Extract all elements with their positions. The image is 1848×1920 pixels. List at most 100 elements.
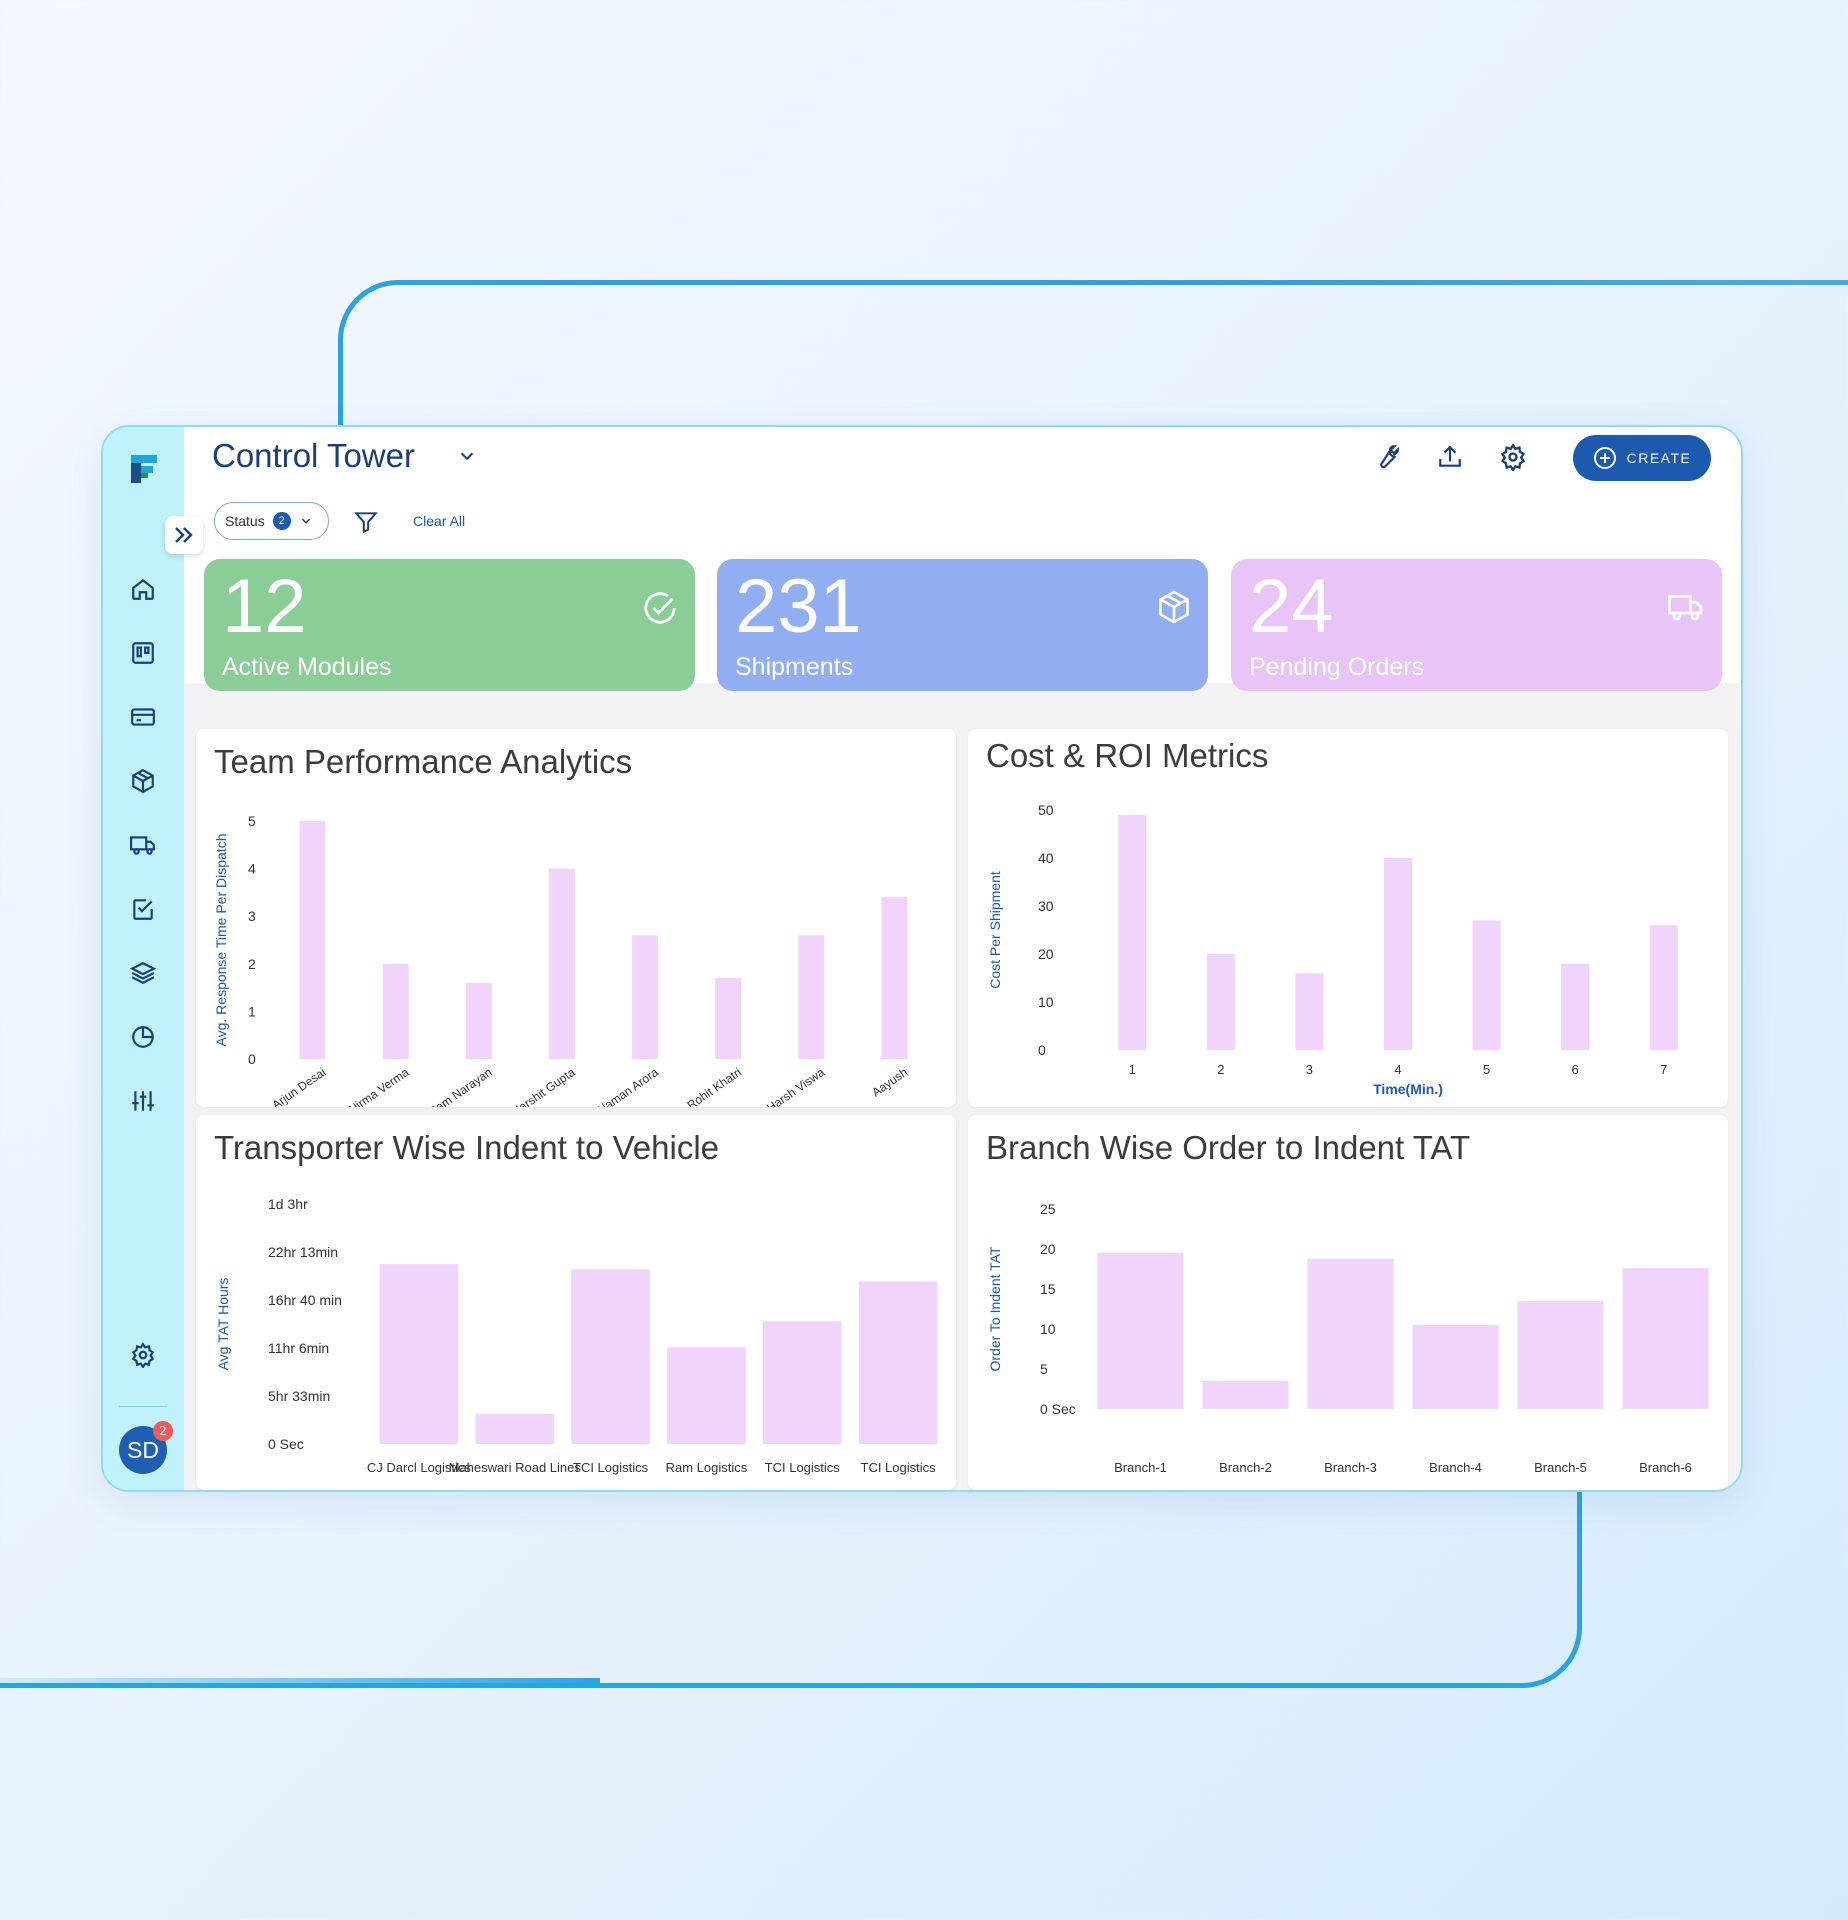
create-button-label: CREATE	[1626, 450, 1692, 466]
title-dropdown-chevron-icon[interactable]	[456, 445, 478, 471]
x-tick-label: Harsh Viswa	[764, 1065, 827, 1107]
x-tick-label: 5	[1483, 1062, 1490, 1077]
kpi-value: 231	[735, 564, 862, 649]
team-performance-chart: 0 1 2 3 4 5 Avg. Response Time Per Dispatch Arj…	[213, 813, 910, 1107]
decorative-frame-line-top	[338, 280, 1848, 435]
x-tick-label: 7	[1660, 1062, 1667, 1077]
chart-bar	[1412, 1325, 1499, 1409]
y-tick-label: 5	[248, 813, 256, 829]
y-tick-label: 1	[248, 1003, 256, 1019]
filter-icon[interactable]	[352, 509, 380, 539]
y-tick-label: 10	[1040, 1321, 1056, 1337]
x-tick-label: Ram Narayan	[426, 1065, 495, 1107]
main-content: Control Tower CREATE Status 2	[184, 427, 1741, 1490]
plus-circle-icon	[1593, 447, 1616, 469]
chart-bar	[1206, 954, 1235, 1050]
create-button[interactable]: CREATE	[1573, 435, 1711, 481]
nav-home-icon[interactable]	[121, 567, 165, 611]
y-tick-label: 0	[248, 1051, 256, 1067]
cost-roi-chart: 0 10 20 30 40 50 Cost Per Shipment 1 2 3 4 5 6 7 Time(…	[987, 802, 1678, 1097]
brand-logo-icon[interactable]	[125, 449, 165, 489]
nav-board-icon[interactable]	[121, 631, 165, 675]
y-axis-label: Order To Indent TAT	[987, 1246, 1003, 1371]
x-tick-label: Arjun Desai	[269, 1065, 328, 1107]
x-tick-label: 4	[1394, 1062, 1401, 1077]
x-tick-label: 1	[1129, 1062, 1136, 1077]
branch-tat-chart: 0 Sec 5 10 15 20 25 Order To Indent TAT Branch-…	[987, 1201, 1709, 1475]
notification-badge: 2	[153, 1421, 173, 1441]
y-tick-label: 0	[1038, 1042, 1046, 1058]
x-tick-label: Ram Logistics	[666, 1460, 748, 1475]
team-performance-card: Team Performance Analytics 0 1 2 3 4 5 Avg. Re…	[196, 729, 956, 1107]
nav-truck-icon[interactable]	[121, 823, 165, 867]
chart-bar	[1295, 973, 1324, 1050]
kpi-card-pending-orders[interactable]: 24 Pending Orders	[1231, 559, 1722, 691]
truck-icon	[1666, 589, 1706, 630]
chart-bar	[548, 868, 575, 1059]
chart-bar	[1622, 1268, 1709, 1409]
x-tick-label: Branch-5	[1534, 1460, 1587, 1475]
chart-bar	[1517, 1301, 1604, 1409]
y-tick-label: 5hr 33min	[268, 1388, 330, 1404]
nav-card-icon[interactable]	[121, 695, 165, 739]
status-filter-chip[interactable]: Status 2	[214, 502, 329, 540]
nav-pie-chart-icon[interactable]	[121, 1015, 165, 1059]
y-axis-label: Cost Per Shipment	[987, 871, 1003, 989]
nav-package-icon[interactable]	[121, 759, 165, 803]
kpi-label: Active Modules	[222, 653, 392, 681]
y-tick-label: 30	[1038, 898, 1054, 914]
chart-bar	[1384, 858, 1412, 1050]
nav-settings-icon[interactable]	[121, 1333, 165, 1377]
y-tick-label: 0 Sec	[268, 1436, 304, 1452]
clear-all-link[interactable]: Clear All	[413, 513, 466, 529]
y-tick-label: 20	[1040, 1241, 1056, 1257]
kpi-band: 12 Active Modules 231 Shipments 24 Pendi…	[184, 554, 1741, 691]
chart-bar	[475, 1413, 555, 1444]
chart-bar	[465, 982, 492, 1059]
y-axis-label: Avg TAT Hours	[215, 1278, 231, 1371]
chart-bar	[762, 1321, 842, 1444]
chart-bar	[1472, 920, 1501, 1050]
chart-bar	[571, 1269, 650, 1444]
nav-layers-icon[interactable]	[121, 951, 165, 995]
page-title: Control Tower	[212, 437, 415, 474]
x-tick-label: Maheswari Road Lines	[449, 1460, 582, 1475]
wrench-icon[interactable]	[1369, 439, 1405, 475]
chart-bar	[1649, 925, 1678, 1050]
nav-sliders-icon[interactable]	[121, 1079, 165, 1123]
cost-roi-card: Cost & ROI Metrics 0 10 20 30 40 50 Cost Per S…	[968, 729, 1728, 1107]
check-circle-icon	[641, 589, 679, 632]
package-icon	[1156, 589, 1192, 630]
sidebar: SD 2	[103, 427, 184, 1490]
decorative-frame-line-bottom-fade	[0, 1678, 600, 1683]
y-tick-label: 4	[248, 861, 256, 877]
status-filter-count: 2	[272, 512, 291, 530]
x-tick-label: Branch-3	[1324, 1460, 1377, 1475]
settings-gear-icon[interactable]	[1495, 439, 1531, 475]
header: Control Tower CREATE Status 2	[184, 427, 1741, 554]
y-tick-label: 5	[1040, 1361, 1048, 1377]
x-tick-label: TCI Logistics	[765, 1460, 841, 1475]
y-tick-label: 16hr 40 min	[268, 1292, 342, 1308]
sidebar-expand-button[interactable]	[165, 516, 203, 554]
x-tick-label: Branch-2	[1219, 1460, 1272, 1475]
chart-bar	[382, 963, 409, 1059]
y-tick-label: 22hr 13min	[268, 1244, 338, 1260]
chart-bar	[667, 1347, 746, 1444]
upload-icon[interactable]	[1432, 439, 1468, 475]
chart-bar	[858, 1281, 938, 1444]
x-tick-label: Branch-1	[1114, 1460, 1167, 1475]
x-tick-label: Nirma Verma	[346, 1065, 412, 1107]
app-window: SD 2 Control Tower CREATE	[103, 427, 1741, 1490]
x-tick-label: 3	[1306, 1062, 1313, 1077]
y-tick-label: 50	[1038, 802, 1054, 818]
kpi-card-shipments[interactable]: 231 Shipments	[717, 559, 1208, 691]
chart-bar	[1561, 963, 1590, 1050]
chart-bar	[715, 978, 742, 1059]
chart-bar	[798, 935, 825, 1059]
kpi-card-active-modules[interactable]: 12 Active Modules	[204, 559, 695, 691]
sidebar-divider	[119, 1406, 167, 1407]
kpi-value: 24	[1249, 564, 1334, 649]
nav-checklist-icon[interactable]	[121, 887, 165, 931]
decorative-frame-line-top-fade	[1300, 280, 1848, 285]
